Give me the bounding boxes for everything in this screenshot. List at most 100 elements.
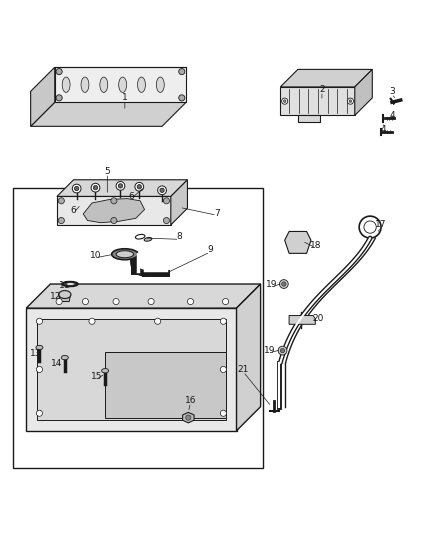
Polygon shape	[280, 87, 355, 115]
Ellipse shape	[36, 345, 43, 350]
Circle shape	[187, 298, 194, 304]
Polygon shape	[57, 197, 171, 225]
Circle shape	[163, 217, 170, 223]
Circle shape	[163, 198, 170, 204]
Text: 3: 3	[389, 87, 395, 96]
Circle shape	[72, 184, 81, 193]
Text: 20: 20	[312, 314, 323, 322]
Text: 4: 4	[389, 111, 395, 120]
Text: 1: 1	[122, 93, 128, 102]
Circle shape	[223, 298, 229, 304]
Text: 18: 18	[310, 241, 321, 250]
Text: 19: 19	[264, 346, 275, 355]
Polygon shape	[31, 102, 186, 126]
Circle shape	[160, 188, 164, 192]
Ellipse shape	[135, 235, 145, 239]
Circle shape	[137, 184, 141, 189]
Circle shape	[158, 186, 166, 195]
Circle shape	[56, 69, 62, 75]
Polygon shape	[237, 284, 261, 431]
Text: 21: 21	[237, 365, 249, 374]
Text: 12: 12	[50, 292, 62, 301]
Ellipse shape	[102, 368, 109, 373]
Circle shape	[280, 349, 285, 353]
Text: 7: 7	[214, 208, 220, 217]
Ellipse shape	[112, 249, 138, 260]
Text: 4: 4	[381, 125, 386, 134]
Polygon shape	[26, 284, 261, 308]
Ellipse shape	[144, 238, 152, 241]
Circle shape	[148, 298, 154, 304]
Polygon shape	[31, 67, 55, 126]
Circle shape	[279, 280, 288, 288]
Polygon shape	[355, 69, 372, 115]
Text: 6: 6	[128, 192, 134, 201]
Circle shape	[118, 184, 123, 188]
Circle shape	[113, 298, 119, 304]
Polygon shape	[26, 308, 237, 431]
Text: 19: 19	[266, 280, 277, 289]
Circle shape	[220, 318, 226, 324]
Circle shape	[282, 282, 286, 286]
Polygon shape	[171, 180, 187, 225]
Circle shape	[36, 318, 42, 324]
Ellipse shape	[156, 77, 164, 92]
Text: 2: 2	[319, 85, 325, 94]
Circle shape	[179, 95, 185, 101]
Circle shape	[186, 415, 191, 420]
Circle shape	[58, 217, 64, 223]
Circle shape	[116, 182, 125, 190]
Ellipse shape	[61, 356, 68, 360]
Circle shape	[56, 298, 62, 304]
Ellipse shape	[100, 77, 108, 92]
Bar	[13, 188, 263, 468]
Polygon shape	[59, 295, 71, 302]
Circle shape	[36, 366, 42, 373]
Circle shape	[74, 187, 79, 191]
Circle shape	[179, 69, 185, 75]
Circle shape	[155, 318, 161, 324]
Text: 14: 14	[51, 359, 63, 368]
Circle shape	[91, 183, 100, 192]
Circle shape	[283, 100, 286, 102]
Ellipse shape	[59, 290, 71, 298]
Text: 16: 16	[185, 395, 196, 405]
Polygon shape	[285, 231, 311, 253]
Circle shape	[220, 366, 226, 373]
Ellipse shape	[62, 77, 70, 92]
Circle shape	[89, 318, 95, 324]
Circle shape	[56, 95, 62, 101]
Ellipse shape	[138, 77, 145, 92]
Circle shape	[93, 185, 98, 190]
Text: 10: 10	[90, 251, 101, 260]
Circle shape	[111, 198, 117, 204]
Ellipse shape	[65, 282, 75, 285]
Polygon shape	[298, 115, 320, 122]
Circle shape	[36, 410, 42, 416]
Polygon shape	[280, 69, 372, 87]
Text: 13: 13	[30, 349, 42, 358]
Circle shape	[278, 346, 287, 355]
Polygon shape	[289, 316, 315, 324]
Polygon shape	[55, 67, 186, 102]
Text: 5: 5	[104, 166, 110, 175]
Circle shape	[349, 100, 352, 102]
Text: 9: 9	[207, 245, 213, 254]
Circle shape	[58, 198, 64, 204]
Polygon shape	[37, 319, 226, 420]
Polygon shape	[57, 180, 187, 197]
Circle shape	[82, 298, 88, 304]
Text: 8: 8	[177, 232, 183, 241]
Ellipse shape	[116, 251, 134, 258]
Polygon shape	[105, 352, 226, 418]
Text: 6: 6	[71, 206, 77, 215]
Circle shape	[347, 98, 353, 104]
Text: 17: 17	[375, 220, 387, 229]
Circle shape	[111, 217, 117, 223]
Polygon shape	[83, 199, 145, 223]
Ellipse shape	[119, 77, 127, 92]
Polygon shape	[183, 413, 194, 423]
Text: 15: 15	[91, 373, 102, 382]
Circle shape	[220, 410, 226, 416]
Circle shape	[282, 98, 288, 104]
